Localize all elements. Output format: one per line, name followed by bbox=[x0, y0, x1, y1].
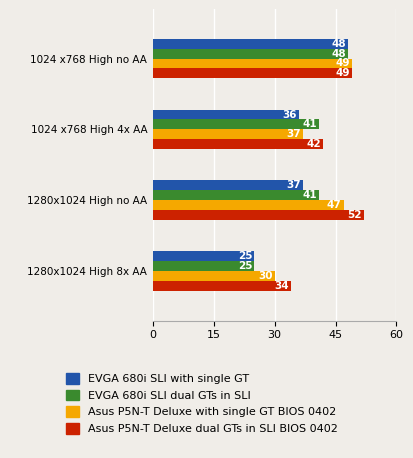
Text: 30: 30 bbox=[258, 271, 273, 281]
Text: 37: 37 bbox=[287, 180, 301, 191]
Text: 41: 41 bbox=[303, 120, 317, 130]
Legend: EVGA 680i SLI with single GT, EVGA 680i SLI dual GTs in SLI, Asus P5N-T Deluxe w: EVGA 680i SLI with single GT, EVGA 680i … bbox=[66, 373, 338, 434]
Bar bbox=[153, 281, 291, 291]
Bar bbox=[153, 191, 319, 200]
Text: 25: 25 bbox=[238, 261, 252, 271]
Bar bbox=[153, 109, 299, 120]
Bar bbox=[153, 262, 254, 271]
Bar bbox=[153, 271, 275, 281]
Bar bbox=[153, 130, 303, 139]
Bar bbox=[153, 38, 348, 49]
Bar bbox=[153, 68, 352, 78]
Bar bbox=[153, 59, 352, 68]
Bar bbox=[153, 251, 254, 262]
Text: 48: 48 bbox=[331, 38, 346, 49]
Text: 36: 36 bbox=[282, 109, 297, 120]
Bar bbox=[153, 139, 323, 149]
Bar bbox=[153, 180, 303, 191]
Text: 25: 25 bbox=[238, 251, 252, 262]
Text: 48: 48 bbox=[331, 49, 346, 59]
Bar bbox=[153, 200, 344, 210]
Text: 47: 47 bbox=[327, 200, 342, 210]
Bar bbox=[153, 49, 348, 59]
Bar bbox=[153, 210, 364, 220]
Text: 49: 49 bbox=[335, 68, 350, 78]
Text: 49: 49 bbox=[335, 59, 350, 69]
Bar bbox=[153, 120, 319, 130]
Text: 42: 42 bbox=[307, 139, 321, 149]
Text: 52: 52 bbox=[347, 210, 362, 220]
Text: 34: 34 bbox=[274, 281, 289, 291]
Text: 41: 41 bbox=[303, 191, 317, 200]
Text: 37: 37 bbox=[287, 130, 301, 139]
